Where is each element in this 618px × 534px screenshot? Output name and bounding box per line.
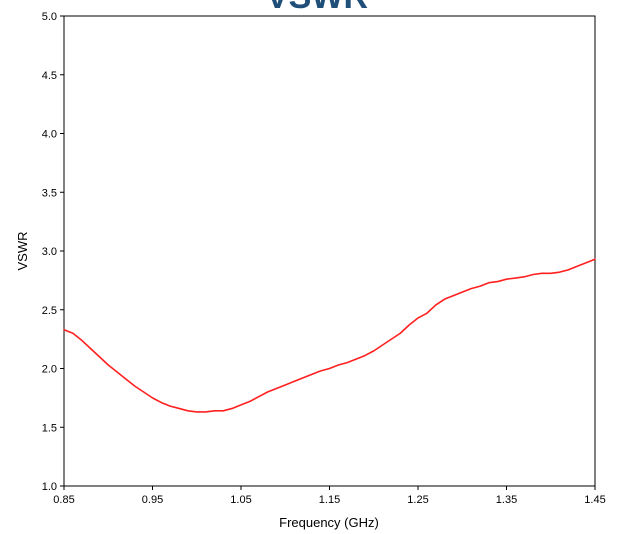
y-axis-ticks: 1.0 1.5 2.0 2.5 3.0 3.5 4.0 4.5 5.0 <box>42 11 64 493</box>
x-tick-label: 0.95 <box>142 494 163 506</box>
series-line-0 <box>63 258 596 413</box>
y-axis-label: VSWR <box>15 232 30 271</box>
y-tick-label: 2.0 <box>42 364 57 376</box>
y-tick-label: 4.0 <box>42 129 57 141</box>
x-tick-label: 0.85 <box>53 494 74 506</box>
y-tick-label: 1.0 <box>42 481 57 493</box>
y-tick-label: 1.5 <box>42 422 57 434</box>
y-tick-label: 4.5 <box>42 70 57 82</box>
x-tick-label: 1.25 <box>407 494 428 506</box>
x-tick-label: 1.15 <box>319 494 340 506</box>
x-axis-ticks: 0.85 0.95 1.05 1.15 1.25 1.35 1.45 <box>53 486 606 506</box>
y-tick-label: 3.5 <box>42 187 57 199</box>
series-layer <box>63 258 596 413</box>
x-axis-label: Frequency (GHz) <box>279 515 379 530</box>
x-tick-label: 1.05 <box>230 494 251 506</box>
x-tick-label: 1.45 <box>584 494 605 506</box>
y-tick-label: 3.0 <box>42 246 57 258</box>
x-tick-label: 1.35 <box>496 494 517 506</box>
chart-title: VSWR <box>266 0 368 16</box>
y-tick-label: 5.0 <box>42 11 57 23</box>
plot-frame <box>63 15 596 487</box>
y-tick-label: 2.5 <box>42 305 57 317</box>
